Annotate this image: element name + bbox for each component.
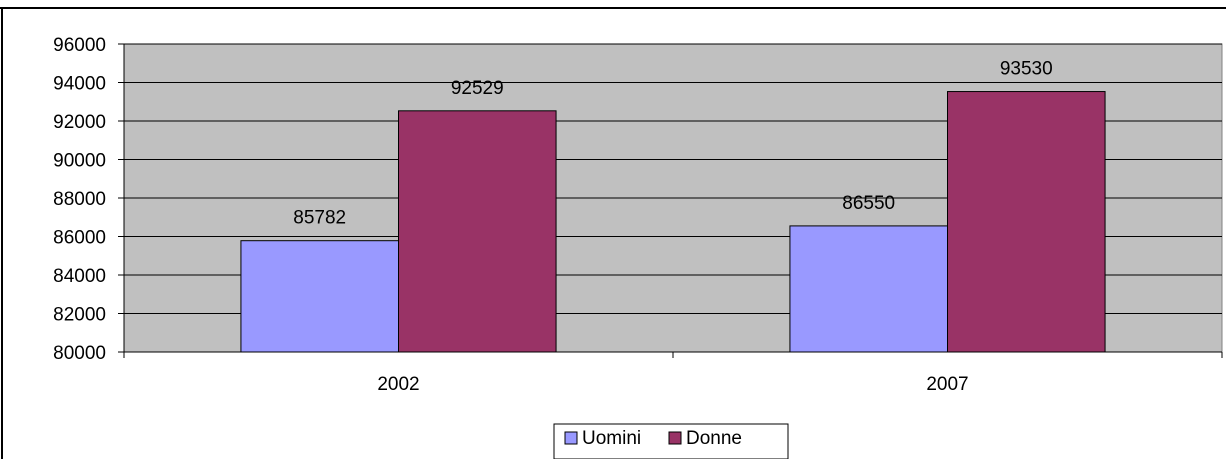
legend-swatch-donne [668, 431, 682, 445]
data-label: 85782 [293, 208, 346, 229]
y-tick-label: 80000 [53, 343, 106, 364]
x-axis: 2002 2007 [123, 351, 1223, 395]
data-label: 92529 [451, 78, 504, 99]
bar-uomini-2007 [789, 225, 949, 353]
x-tick-label: 2002 [377, 374, 419, 395]
data-label: 86550 [842, 193, 895, 214]
legend-swatch-uomini [564, 431, 578, 445]
y-tick-label: 86000 [53, 228, 106, 249]
legend: Uomini Donne [553, 423, 789, 459]
y-tick-label: 90000 [53, 151, 106, 172]
y-tick-label: 92000 [53, 112, 106, 133]
y-tick-label: 82000 [53, 305, 106, 326]
bar-uomini-2002 [240, 240, 399, 353]
y-tick-label: 88000 [53, 189, 106, 210]
bar-donne-2007 [947, 91, 1106, 353]
y-axis: 80000 82000 84000 86000 88000 90000 92000 94000… [53, 35, 125, 364]
y-tick-label: 94000 [53, 74, 106, 95]
bar-donne-2002 [398, 110, 557, 353]
bars [240, 91, 1106, 353]
y-tick-label: 84000 [53, 266, 106, 287]
legend-label-donne: Donne [686, 428, 742, 449]
data-labels: 85782 92529 86550 93530 [293, 59, 1052, 229]
legend-label-uomini: Uomini [582, 428, 641, 449]
data-label: 93530 [1000, 59, 1053, 80]
y-tick-label: 96000 [53, 35, 106, 56]
x-tick-label: 2007 [926, 374, 968, 395]
